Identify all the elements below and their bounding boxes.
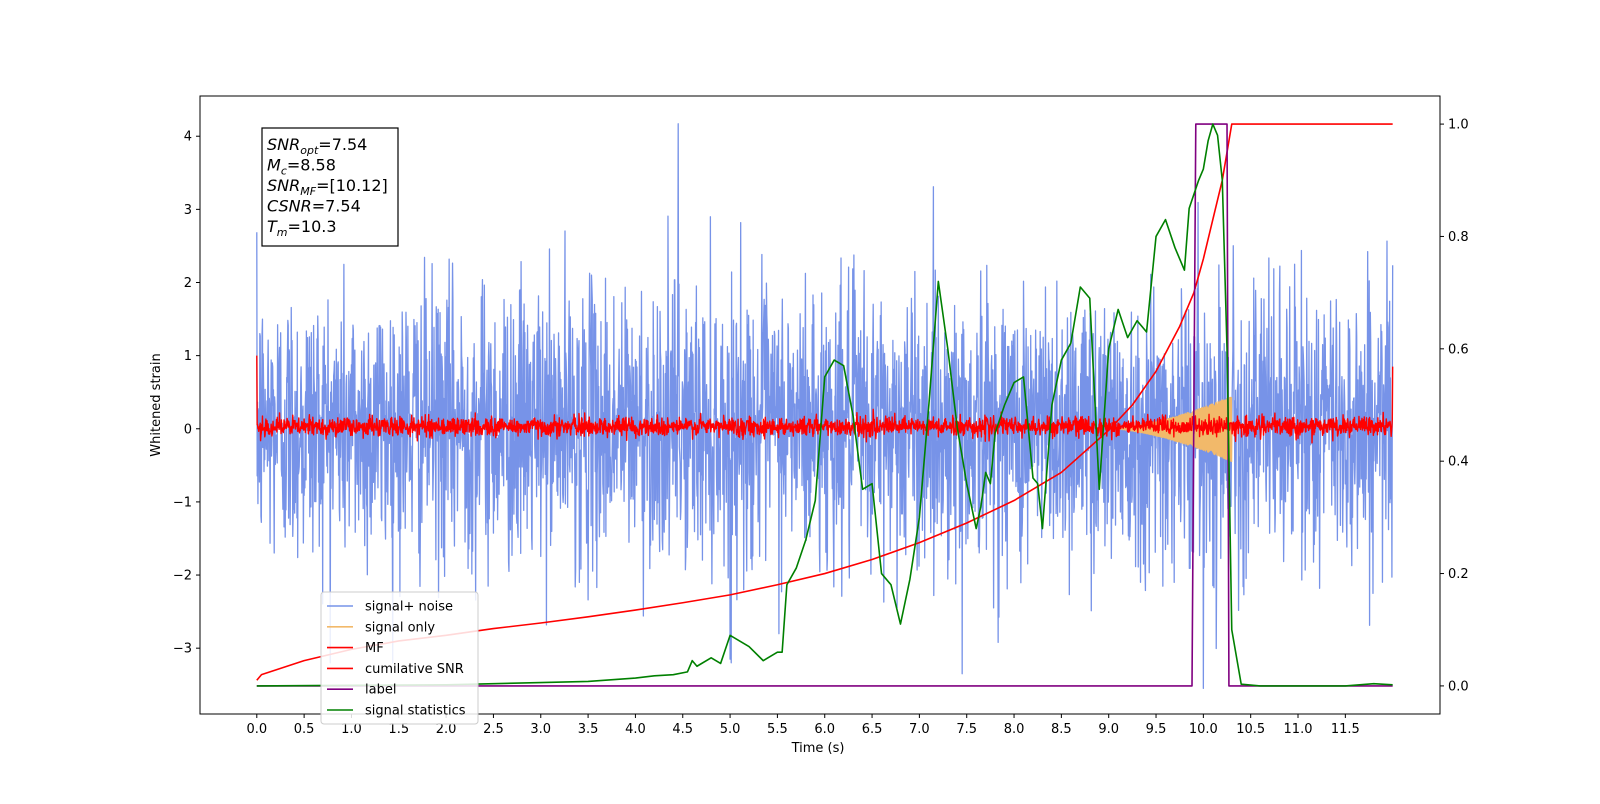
x-tick-label: 4.5 bbox=[672, 722, 693, 737]
x-tick-label: 6.0 bbox=[814, 722, 835, 737]
x-tick-label: 7.5 bbox=[956, 722, 977, 737]
annotation-line: CSNR=7.54 bbox=[267, 197, 361, 216]
legend-label: signal statistics bbox=[365, 704, 466, 719]
legend-frame bbox=[320, 591, 479, 725]
legend-label: label bbox=[365, 683, 396, 698]
x-axis-label: Time (s) bbox=[791, 741, 845, 756]
x-axis: 0.0 0.5 1.0 1.5 2.0 2.5 3.0 3.5 4.0 4.5 5.0 5.5 6.0 6… bbox=[246, 714, 1360, 737]
x-tick-label: 6.5 bbox=[862, 722, 883, 737]
annotation-line: SNRMF=[10.12] bbox=[267, 176, 388, 198]
x-tick-label: 2.0 bbox=[436, 722, 457, 737]
series-signal-statistics-line bbox=[256, 123, 1393, 687]
y2-tick-label: 1.0 bbox=[1448, 118, 1469, 133]
x-tick-label: 8.5 bbox=[1051, 722, 1072, 737]
series-signal-noise-line bbox=[256, 123, 1394, 690]
y-tick-label: −1 bbox=[173, 495, 192, 510]
annotation-line: Tm=10.3 bbox=[267, 217, 337, 239]
x-tick-label: 10.0 bbox=[1189, 722, 1218, 737]
y-tick-label: −3 bbox=[173, 642, 192, 657]
annotation-box: SNRopt=7.54Mc=8.58SNRMF=[10.12]CSNR=7.54… bbox=[261, 127, 399, 247]
x-tick-label: 2.5 bbox=[483, 722, 504, 737]
y-axis-label: Whitened strain bbox=[149, 353, 164, 456]
x-tick-label: 5.0 bbox=[720, 722, 741, 737]
x-tick-label: 9.5 bbox=[1146, 722, 1167, 737]
x-tick-label: 10.5 bbox=[1236, 722, 1265, 737]
annotation-frame bbox=[261, 127, 399, 247]
x-tick-label: 5.5 bbox=[767, 722, 788, 737]
x-tick-label: 11.0 bbox=[1284, 722, 1313, 737]
series-mf-line bbox=[256, 355, 1394, 444]
annotation-line: SNRopt=7.54 bbox=[267, 135, 367, 157]
legend: signal+ noise signal only MF cumilative SNR… bbox=[320, 591, 479, 725]
y2-tick-label: 0.0 bbox=[1448, 679, 1469, 694]
legend-label: cumilative SNR bbox=[365, 662, 464, 677]
plot-frame bbox=[199, 95, 1441, 715]
y-tick-label: 4 bbox=[184, 130, 192, 145]
y2-tick-label: 0.8 bbox=[1448, 230, 1469, 245]
x-tick-label: 7.0 bbox=[909, 722, 930, 737]
annotation-line: Mc=8.58 bbox=[267, 156, 336, 178]
y-tick-label: 2 bbox=[184, 276, 192, 291]
x-tick-label: 3.0 bbox=[530, 722, 551, 737]
x-tick-label: 0.5 bbox=[294, 722, 315, 737]
legend-label: signal+ noise bbox=[365, 600, 453, 615]
legend-label: signal only bbox=[365, 620, 435, 635]
y-tick-label: 1 bbox=[184, 349, 192, 364]
x-tick-label: 9.0 bbox=[1098, 722, 1119, 737]
y2-tick-label: 0.2 bbox=[1448, 567, 1469, 582]
y-tick-label: 3 bbox=[184, 203, 192, 218]
x-tick-label: 0.0 bbox=[246, 722, 267, 737]
x-tick-label: 4.0 bbox=[625, 722, 646, 737]
x-tick-label: 3.5 bbox=[578, 722, 599, 737]
y-tick-label: −2 bbox=[173, 569, 192, 584]
y2-tick-label: 0.4 bbox=[1448, 455, 1469, 470]
x-tick-label: 11.5 bbox=[1331, 722, 1360, 737]
y-axis-right: 1.0 0.8 0.6 0.4 0.2 0.0 bbox=[1440, 118, 1469, 694]
y-axis-left: 4 3 2 1 0 −1 −2 −3 bbox=[173, 130, 200, 657]
y-tick-label: 0 bbox=[184, 422, 192, 437]
y2-tick-label: 0.6 bbox=[1448, 342, 1469, 357]
legend-label: MF bbox=[365, 641, 384, 656]
x-tick-label: 8.0 bbox=[1004, 722, 1025, 737]
x-tick-label: 1.5 bbox=[388, 722, 409, 737]
x-tick-label: 1.0 bbox=[341, 722, 362, 737]
